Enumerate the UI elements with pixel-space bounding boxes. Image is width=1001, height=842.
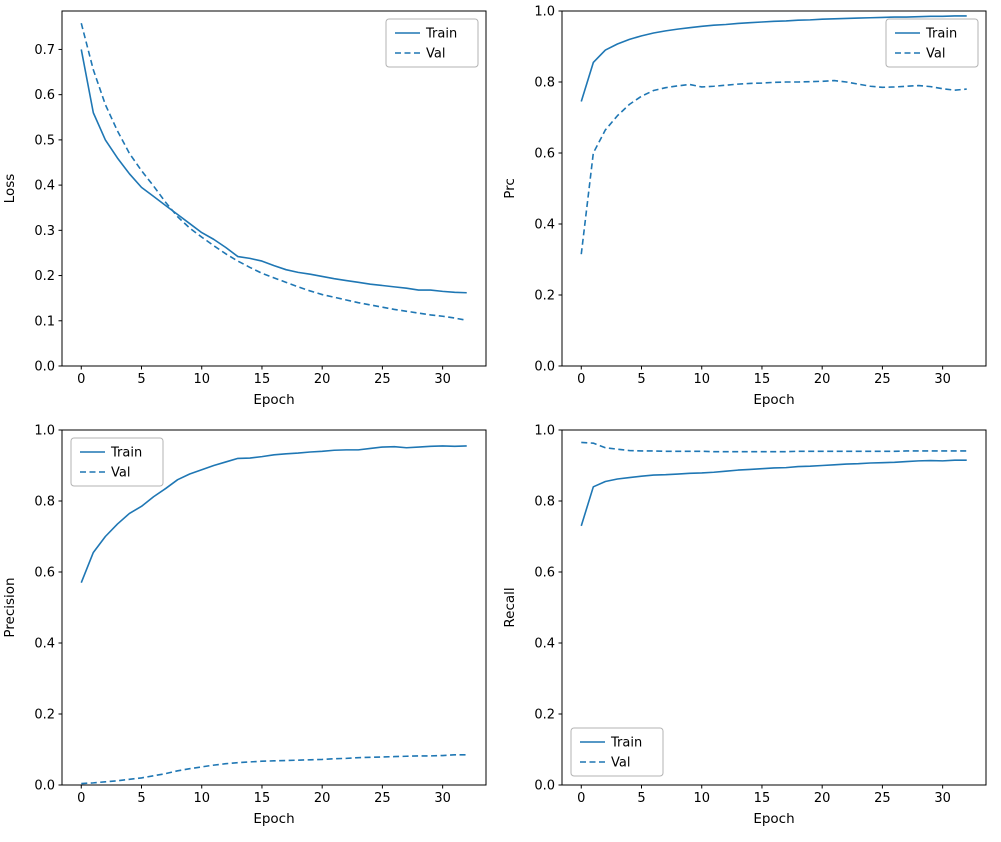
- x-tick-label: 25: [374, 372, 391, 387]
- x-tick-label: 20: [814, 791, 831, 806]
- val-line: [581, 441, 967, 453]
- y-tick-label: 0.8: [534, 76, 555, 91]
- x-tick-label: 20: [314, 791, 331, 806]
- legend-box: [885, 18, 979, 68]
- y-tick-label: 0.2: [534, 708, 555, 723]
- x-tick-label: 10: [693, 791, 710, 806]
- x-tick-label: 10: [193, 372, 210, 387]
- precision-plot: 0 5 10 15 20 25 30 0.0 0.2 0.4 0.6 0.8 1.0 Epoch Preci…: [2, 424, 487, 827]
- recall-plot: 0 5 10 15 20 25 30 0.0 0.2 0.4 0.6 0.8 1.0 Epoch Recal…: [502, 424, 987, 827]
- y-axis-label: Prc: [502, 178, 518, 199]
- x-tick-label: 25: [874, 791, 891, 806]
- legend-box: [570, 727, 664, 777]
- val-line: [81, 754, 467, 785]
- x-tick-label: 5: [137, 791, 145, 806]
- y-tick-label: 0.8: [534, 495, 555, 510]
- x-tick-label: 25: [374, 791, 391, 806]
- legend-label: Val: [426, 47, 445, 62]
- y-tick-label: 0.1: [34, 314, 55, 329]
- y-axis-label: Recall: [502, 587, 518, 627]
- train-line: [80, 49, 467, 294]
- axes-frame: [61, 429, 487, 786]
- y-tick-label: 1.0: [34, 424, 55, 439]
- y-tick-label: 0.0: [534, 779, 555, 794]
- y-tick-label: 0.4: [534, 218, 555, 233]
- legend-label: Val: [611, 756, 630, 771]
- legend-label: Val: [926, 47, 945, 62]
- x-tick-label: 30: [934, 372, 951, 387]
- y-tick-label: 1.0: [534, 424, 555, 439]
- x-axis-label: Epoch: [753, 811, 794, 827]
- val-line: [580, 79, 967, 255]
- legend-label: Train: [110, 446, 142, 461]
- axes-frame: [561, 429, 987, 786]
- x-tick-label: 25: [874, 372, 891, 387]
- y-tick-label: 0.6: [534, 147, 555, 162]
- chart-loss: 0 5 10 15 20 25 30 0.0 0.1 0.2 0.3 0.4 0.5 0.6 0.7 Epoc…: [0, 0, 500, 419]
- y-tick-label: 0.6: [34, 566, 55, 581]
- x-tick-label: 0: [77, 791, 85, 806]
- legend: Train Val: [570, 727, 664, 777]
- train-line: [580, 15, 967, 102]
- legend-box: [385, 18, 479, 68]
- x-tick-label: 15: [754, 791, 771, 806]
- y-tick-label: 0.7: [34, 43, 55, 58]
- y-tick-label: 0.3: [34, 224, 55, 239]
- x-tick-label: 30: [434, 372, 451, 387]
- y-tick-label: 0.6: [34, 88, 55, 103]
- x-tick-label: 5: [137, 372, 145, 387]
- prc-plot: 0 5 10 15 20 25 30 0.0 0.2 0.4 0.6 0.8 1.0 Epoch Prc Tr…: [502, 5, 987, 408]
- chart-prc: 0 5 10 15 20 25 30 0.0 0.2 0.4 0.6 0.8 1.0 Epoch Prc Tr…: [500, 0, 1000, 419]
- y-tick-label: 0.0: [34, 779, 55, 794]
- axes-frame: [61, 10, 487, 367]
- y-tick-label: 1.0: [534, 5, 555, 20]
- x-tick-label: 5: [637, 791, 645, 806]
- x-tick-label: 30: [434, 791, 451, 806]
- y-tick-label: 0.4: [534, 637, 555, 652]
- y-axis-label: Loss: [2, 174, 18, 204]
- legend-label: Train: [925, 27, 957, 42]
- legend: Train Val: [385, 18, 479, 68]
- legend-label: Train: [610, 736, 642, 751]
- legend-label: Train: [425, 27, 457, 42]
- x-tick-label: 5: [637, 372, 645, 387]
- x-axis-label: Epoch: [753, 392, 794, 408]
- legend-box: [70, 437, 164, 487]
- y-tick-label: 0.6: [534, 566, 555, 581]
- x-tick-label: 10: [693, 372, 710, 387]
- y-tick-label: 0.8: [34, 495, 55, 510]
- y-tick-label: 0.2: [34, 708, 55, 723]
- train-line: [80, 445, 467, 583]
- legend: Train Val: [70, 437, 164, 487]
- x-tick-label: 0: [77, 372, 85, 387]
- y-tick-label: 0.4: [34, 179, 55, 194]
- y-tick-label: 0.5: [34, 133, 55, 148]
- y-axis-label: Precision: [2, 577, 18, 637]
- x-tick-label: 0: [577, 372, 585, 387]
- x-tick-label: 10: [193, 791, 210, 806]
- x-tick-label: 0: [577, 791, 585, 806]
- chart-recall: 0 5 10 15 20 25 30 0.0 0.2 0.4 0.6 0.8 1.0 Epoch Recal…: [500, 419, 1000, 838]
- axes-frame: [561, 10, 987, 367]
- legend: Train Val: [885, 18, 979, 68]
- loss-plot: 0 5 10 15 20 25 30 0.0 0.1 0.2 0.3 0.4 0.5 0.6 0.7 Epoc…: [2, 10, 487, 408]
- x-tick-label: 20: [314, 372, 331, 387]
- x-axis-label: Epoch: [253, 811, 294, 827]
- y-tick-label: 0.4: [34, 637, 55, 652]
- x-tick-label: 15: [254, 372, 271, 387]
- x-axis-label: Epoch: [253, 392, 294, 408]
- y-tick-label: 0.0: [34, 360, 55, 375]
- legend-label: Val: [111, 466, 130, 481]
- y-tick-label: 0.2: [534, 289, 555, 304]
- x-tick-label: 20: [814, 372, 831, 387]
- y-tick-label: 0.0: [534, 360, 555, 375]
- chart-precision: 0 5 10 15 20 25 30 0.0 0.2 0.4 0.6 0.8 1.0 Epoch Preci…: [0, 419, 500, 838]
- y-tick-label: 0.2: [34, 269, 55, 284]
- val-line: [80, 23, 467, 322]
- x-tick-label: 15: [754, 372, 771, 387]
- train-line: [580, 459, 967, 527]
- x-tick-label: 30: [934, 791, 951, 806]
- x-tick-label: 15: [254, 791, 271, 806]
